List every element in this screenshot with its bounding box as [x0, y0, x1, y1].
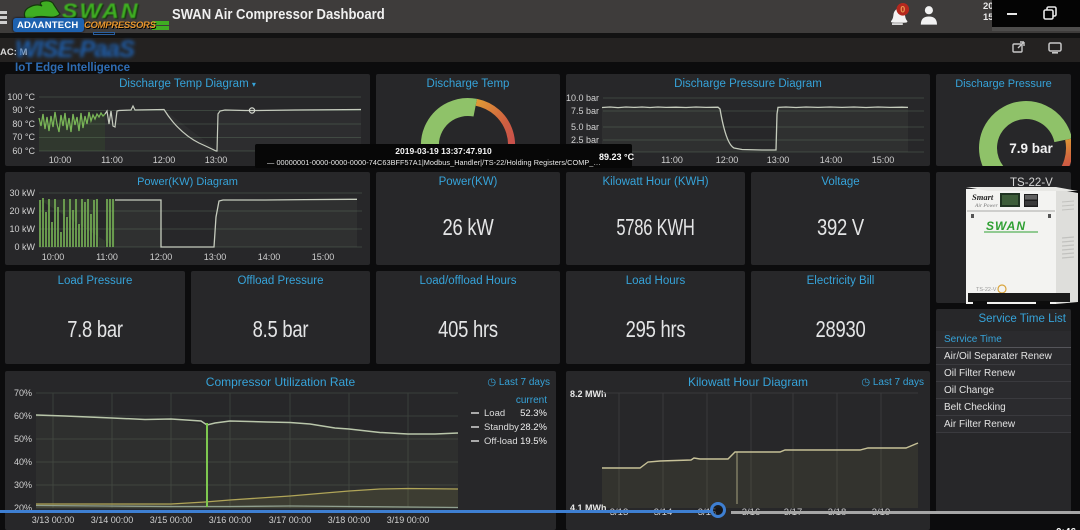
- svg-text:Load: Load: [484, 408, 505, 419]
- svg-text:13:00: 13:00: [205, 155, 228, 165]
- svg-text:19.5%: 19.5%: [520, 436, 547, 447]
- svg-text:SWAN: SWAN: [986, 219, 1026, 233]
- svg-text:2.5 bar: 2.5 bar: [571, 135, 599, 145]
- svg-text:60%: 60%: [14, 411, 32, 421]
- svg-text:0 kW: 0 kW: [14, 242, 35, 252]
- svg-text:70%: 70%: [14, 388, 32, 398]
- svg-text:8.2 MWh: 8.2 MWh: [570, 389, 607, 399]
- svg-text:3/13 00:00: 3/13 00:00: [32, 515, 75, 525]
- svg-text:80 °C: 80 °C: [12, 119, 35, 129]
- svg-text:11:00: 11:00: [101, 155, 123, 165]
- svg-text:14:00: 14:00: [258, 252, 281, 262]
- svg-text:28.2%: 28.2%: [520, 422, 547, 433]
- svg-text:10:00: 10:00: [42, 252, 65, 262]
- svg-text:90 °C: 90 °C: [12, 105, 35, 115]
- svg-text:Off-load: Off-load: [484, 436, 518, 447]
- svg-text:52.3%: 52.3%: [520, 408, 547, 419]
- svg-text:current: current: [516, 395, 547, 406]
- svg-text:10:00: 10:00: [49, 155, 72, 165]
- svg-text:Standby: Standby: [484, 422, 519, 433]
- svg-text:11:00: 11:00: [96, 252, 118, 262]
- svg-text:100 °C: 100 °C: [7, 92, 35, 102]
- svg-text:7.5 bar: 7.5 bar: [571, 106, 599, 116]
- svg-text:30%: 30%: [14, 480, 32, 490]
- svg-text:11:00: 11:00: [661, 155, 683, 165]
- svg-text:60 °C: 60 °C: [12, 146, 35, 156]
- svg-text:13:00: 13:00: [204, 252, 227, 262]
- svg-text:3/14 00:00: 3/14 00:00: [91, 515, 134, 525]
- svg-text:0: 0: [900, 4, 905, 14]
- svg-text:12:00: 12:00: [150, 252, 173, 262]
- svg-text:12:00: 12:00: [153, 155, 176, 165]
- svg-text:15:00: 15:00: [312, 252, 335, 262]
- svg-text:70 °C: 70 °C: [12, 132, 35, 142]
- svg-text:10.0 bar: 10.0 bar: [566, 93, 599, 103]
- svg-text:14:00: 14:00: [820, 155, 843, 165]
- svg-text:50%: 50%: [14, 434, 32, 444]
- svg-text:3/19 00:00: 3/19 00:00: [387, 515, 430, 525]
- svg-text:3/18 00:00: 3/18 00:00: [328, 515, 371, 525]
- svg-text:12:00: 12:00: [716, 155, 739, 165]
- svg-text:Air Power: Air Power: [974, 203, 999, 209]
- svg-text:3/15 00:00: 3/15 00:00: [150, 515, 193, 525]
- svg-text:10 kW: 10 kW: [9, 224, 35, 234]
- svg-text:3/17 00:00: 3/17 00:00: [269, 515, 312, 525]
- svg-text:5.0 bar: 5.0 bar: [571, 122, 599, 132]
- svg-text:30 kW: 30 kW: [9, 188, 35, 198]
- svg-text:20%: 20%: [14, 503, 32, 513]
- svg-text:4.1 MWh: 4.1 MWh: [570, 503, 607, 513]
- svg-text:20 kW: 20 kW: [9, 206, 35, 216]
- svg-text:Smart: Smart: [972, 192, 994, 202]
- svg-text:13:00: 13:00: [767, 155, 790, 165]
- svg-text:TS-22-V: TS-22-V: [976, 287, 997, 293]
- svg-text:7.9 bar: 7.9 bar: [1009, 141, 1053, 156]
- svg-text:3/16 00:00: 3/16 00:00: [209, 515, 252, 525]
- svg-text:40%: 40%: [14, 457, 32, 467]
- svg-text:15:00: 15:00: [872, 155, 895, 165]
